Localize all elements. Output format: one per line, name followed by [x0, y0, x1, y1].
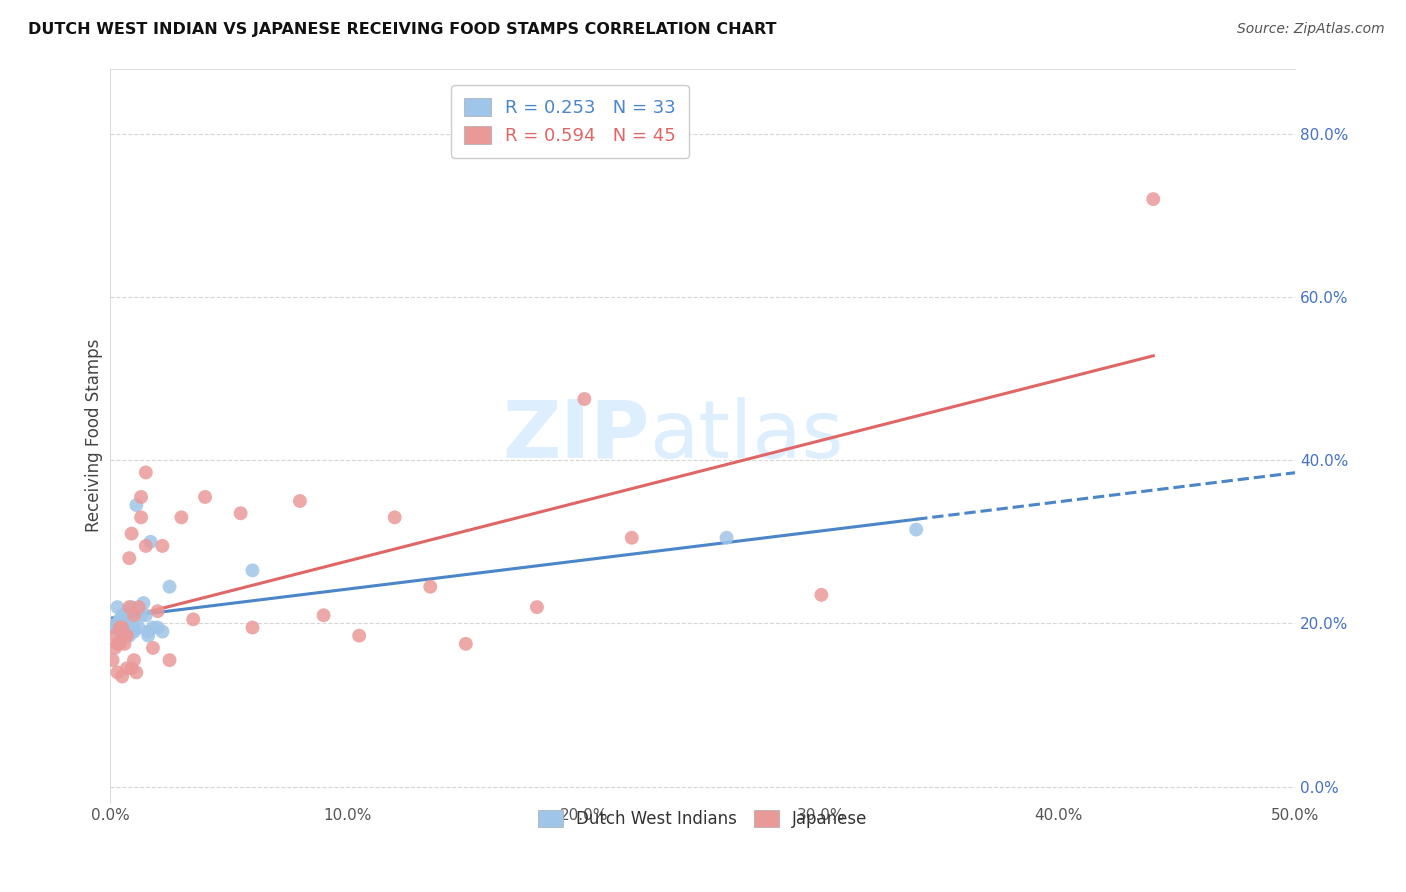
Point	[905, 523, 928, 537]
Point	[118, 600, 141, 615]
Point	[105, 665, 128, 680]
Point	[101, 653, 124, 667]
Point	[108, 624, 131, 639]
Point	[242, 620, 264, 634]
Point	[118, 629, 141, 643]
Point	[159, 653, 181, 667]
Y-axis label: Receiving Food Stamps: Receiving Food Stamps	[86, 339, 103, 533]
Point	[128, 600, 150, 615]
Point	[105, 637, 128, 651]
Point	[111, 620, 134, 634]
Point	[152, 624, 174, 639]
Point	[129, 510, 152, 524]
Point	[111, 669, 134, 683]
Point	[526, 600, 548, 615]
Point	[118, 612, 141, 626]
Legend: Dutch West Indians, Japanese: Dutch West Indians, Japanese	[531, 804, 875, 835]
Point	[125, 665, 148, 680]
Point	[121, 661, 143, 675]
Point	[242, 563, 264, 577]
Point	[135, 539, 157, 553]
Point	[146, 604, 169, 618]
Text: atlas: atlas	[650, 397, 844, 475]
Point	[114, 620, 136, 634]
Point	[111, 608, 134, 623]
Point	[1142, 192, 1164, 206]
Text: ZIP: ZIP	[502, 397, 650, 475]
Point	[121, 624, 143, 639]
Point	[716, 531, 738, 545]
Point	[347, 629, 370, 643]
Point	[125, 498, 148, 512]
Point	[115, 629, 138, 643]
Point	[152, 539, 174, 553]
Point	[114, 637, 136, 651]
Point	[122, 620, 145, 634]
Point	[170, 510, 193, 524]
Point	[142, 640, 165, 655]
Point	[136, 624, 159, 639]
Point	[384, 510, 406, 524]
Point	[121, 600, 143, 615]
Point	[620, 531, 643, 545]
Point	[101, 620, 124, 634]
Point	[104, 629, 127, 643]
Point	[129, 608, 152, 623]
Point	[574, 392, 596, 406]
Point	[194, 490, 217, 504]
Point	[810, 588, 832, 602]
Point	[121, 526, 143, 541]
Point	[139, 534, 162, 549]
Point	[108, 620, 131, 634]
Point	[135, 608, 157, 623]
Point	[105, 600, 128, 615]
Point	[115, 661, 138, 675]
Point	[136, 629, 159, 643]
Text: DUTCH WEST INDIAN VS JAPANESE RECEIVING FOOD STAMPS CORRELATION CHART: DUTCH WEST INDIAN VS JAPANESE RECEIVING …	[28, 22, 776, 37]
Point	[104, 640, 127, 655]
Point	[159, 580, 181, 594]
Point	[111, 620, 134, 634]
Point	[108, 637, 131, 651]
Point	[115, 620, 138, 634]
Point	[146, 620, 169, 634]
Point	[114, 608, 136, 623]
Point	[135, 466, 157, 480]
Point	[104, 620, 127, 634]
Point	[108, 612, 131, 626]
Point	[122, 653, 145, 667]
Point	[312, 608, 335, 623]
Point	[288, 494, 311, 508]
Point	[229, 506, 252, 520]
Point	[114, 629, 136, 643]
Point	[115, 624, 138, 639]
Point	[118, 551, 141, 566]
Point	[105, 616, 128, 631]
Point	[122, 624, 145, 639]
Point	[454, 637, 477, 651]
Point	[419, 580, 441, 594]
Point	[128, 620, 150, 634]
Point	[132, 596, 155, 610]
Point	[129, 490, 152, 504]
Point	[181, 612, 204, 626]
Point	[122, 608, 145, 623]
Text: Source: ZipAtlas.com: Source: ZipAtlas.com	[1237, 22, 1385, 37]
Point	[142, 620, 165, 634]
